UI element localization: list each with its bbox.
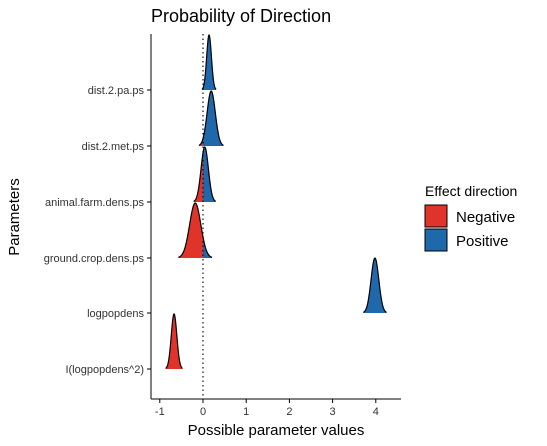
ridge-outline [362,257,387,313]
ridge-outline [178,202,213,258]
ridge-outline [193,146,217,202]
ridge-fill-positive [203,236,213,258]
y-tick-label: I(logpopdens^2) [65,364,144,376]
ridges-layer [165,34,387,369]
ridge-dist-2-pa-ps [201,34,217,90]
y-tick-label: logpopdens [87,308,144,320]
x-tick-label: 0 [200,406,206,418]
ridge-i-logpopdens-2 [165,313,183,369]
legend-label-positive: Positive [456,233,509,250]
legend-label-negative: Negative [456,209,515,226]
legend-swatch-negative [424,204,448,228]
y-tick-label: ground.crop.dens.ps [44,253,145,265]
ridge-outline [201,34,217,90]
y-tick-label: dist.2.pa.ps [88,85,145,97]
ridge-fill-negative [193,152,203,202]
x-tick-label: 4 [373,406,379,418]
ridge-ground-crop-dens-ps [178,202,213,258]
y-tick-label: animal.farm.dens.ps [45,197,145,209]
legend-swatch-positive [424,228,448,252]
ridge-fill-negative [198,138,203,146]
x-tick-label: -1 [155,406,165,418]
x-axis-ticks: -1 0 1 2 3 4 [155,399,379,418]
ridge-animal-farm-dens-ps [193,146,217,202]
ridge-fill-negative [178,203,203,258]
ridge-fill-positive [203,147,216,202]
ridge-logpopdens [362,257,387,313]
x-axis-title: Possible parameter values [188,422,365,439]
x-tick-label: 3 [330,406,336,418]
legend: Effect direction Negative Positive [424,183,517,252]
x-tick-label: 1 [243,406,249,418]
ridge-fill-positive [363,258,387,313]
x-tick-label: 2 [286,406,292,418]
ridge-outline [165,313,183,369]
legend-title: Effect direction [425,183,517,199]
y-axis-title: Parameters [6,178,23,256]
chart-title: Probability of Direction [151,6,331,26]
y-axis-ticks: dist.2.pa.ps dist.2.met.ps animal.farm.den… [44,85,151,376]
y-tick-label: dist.2.met.ps [82,141,145,153]
